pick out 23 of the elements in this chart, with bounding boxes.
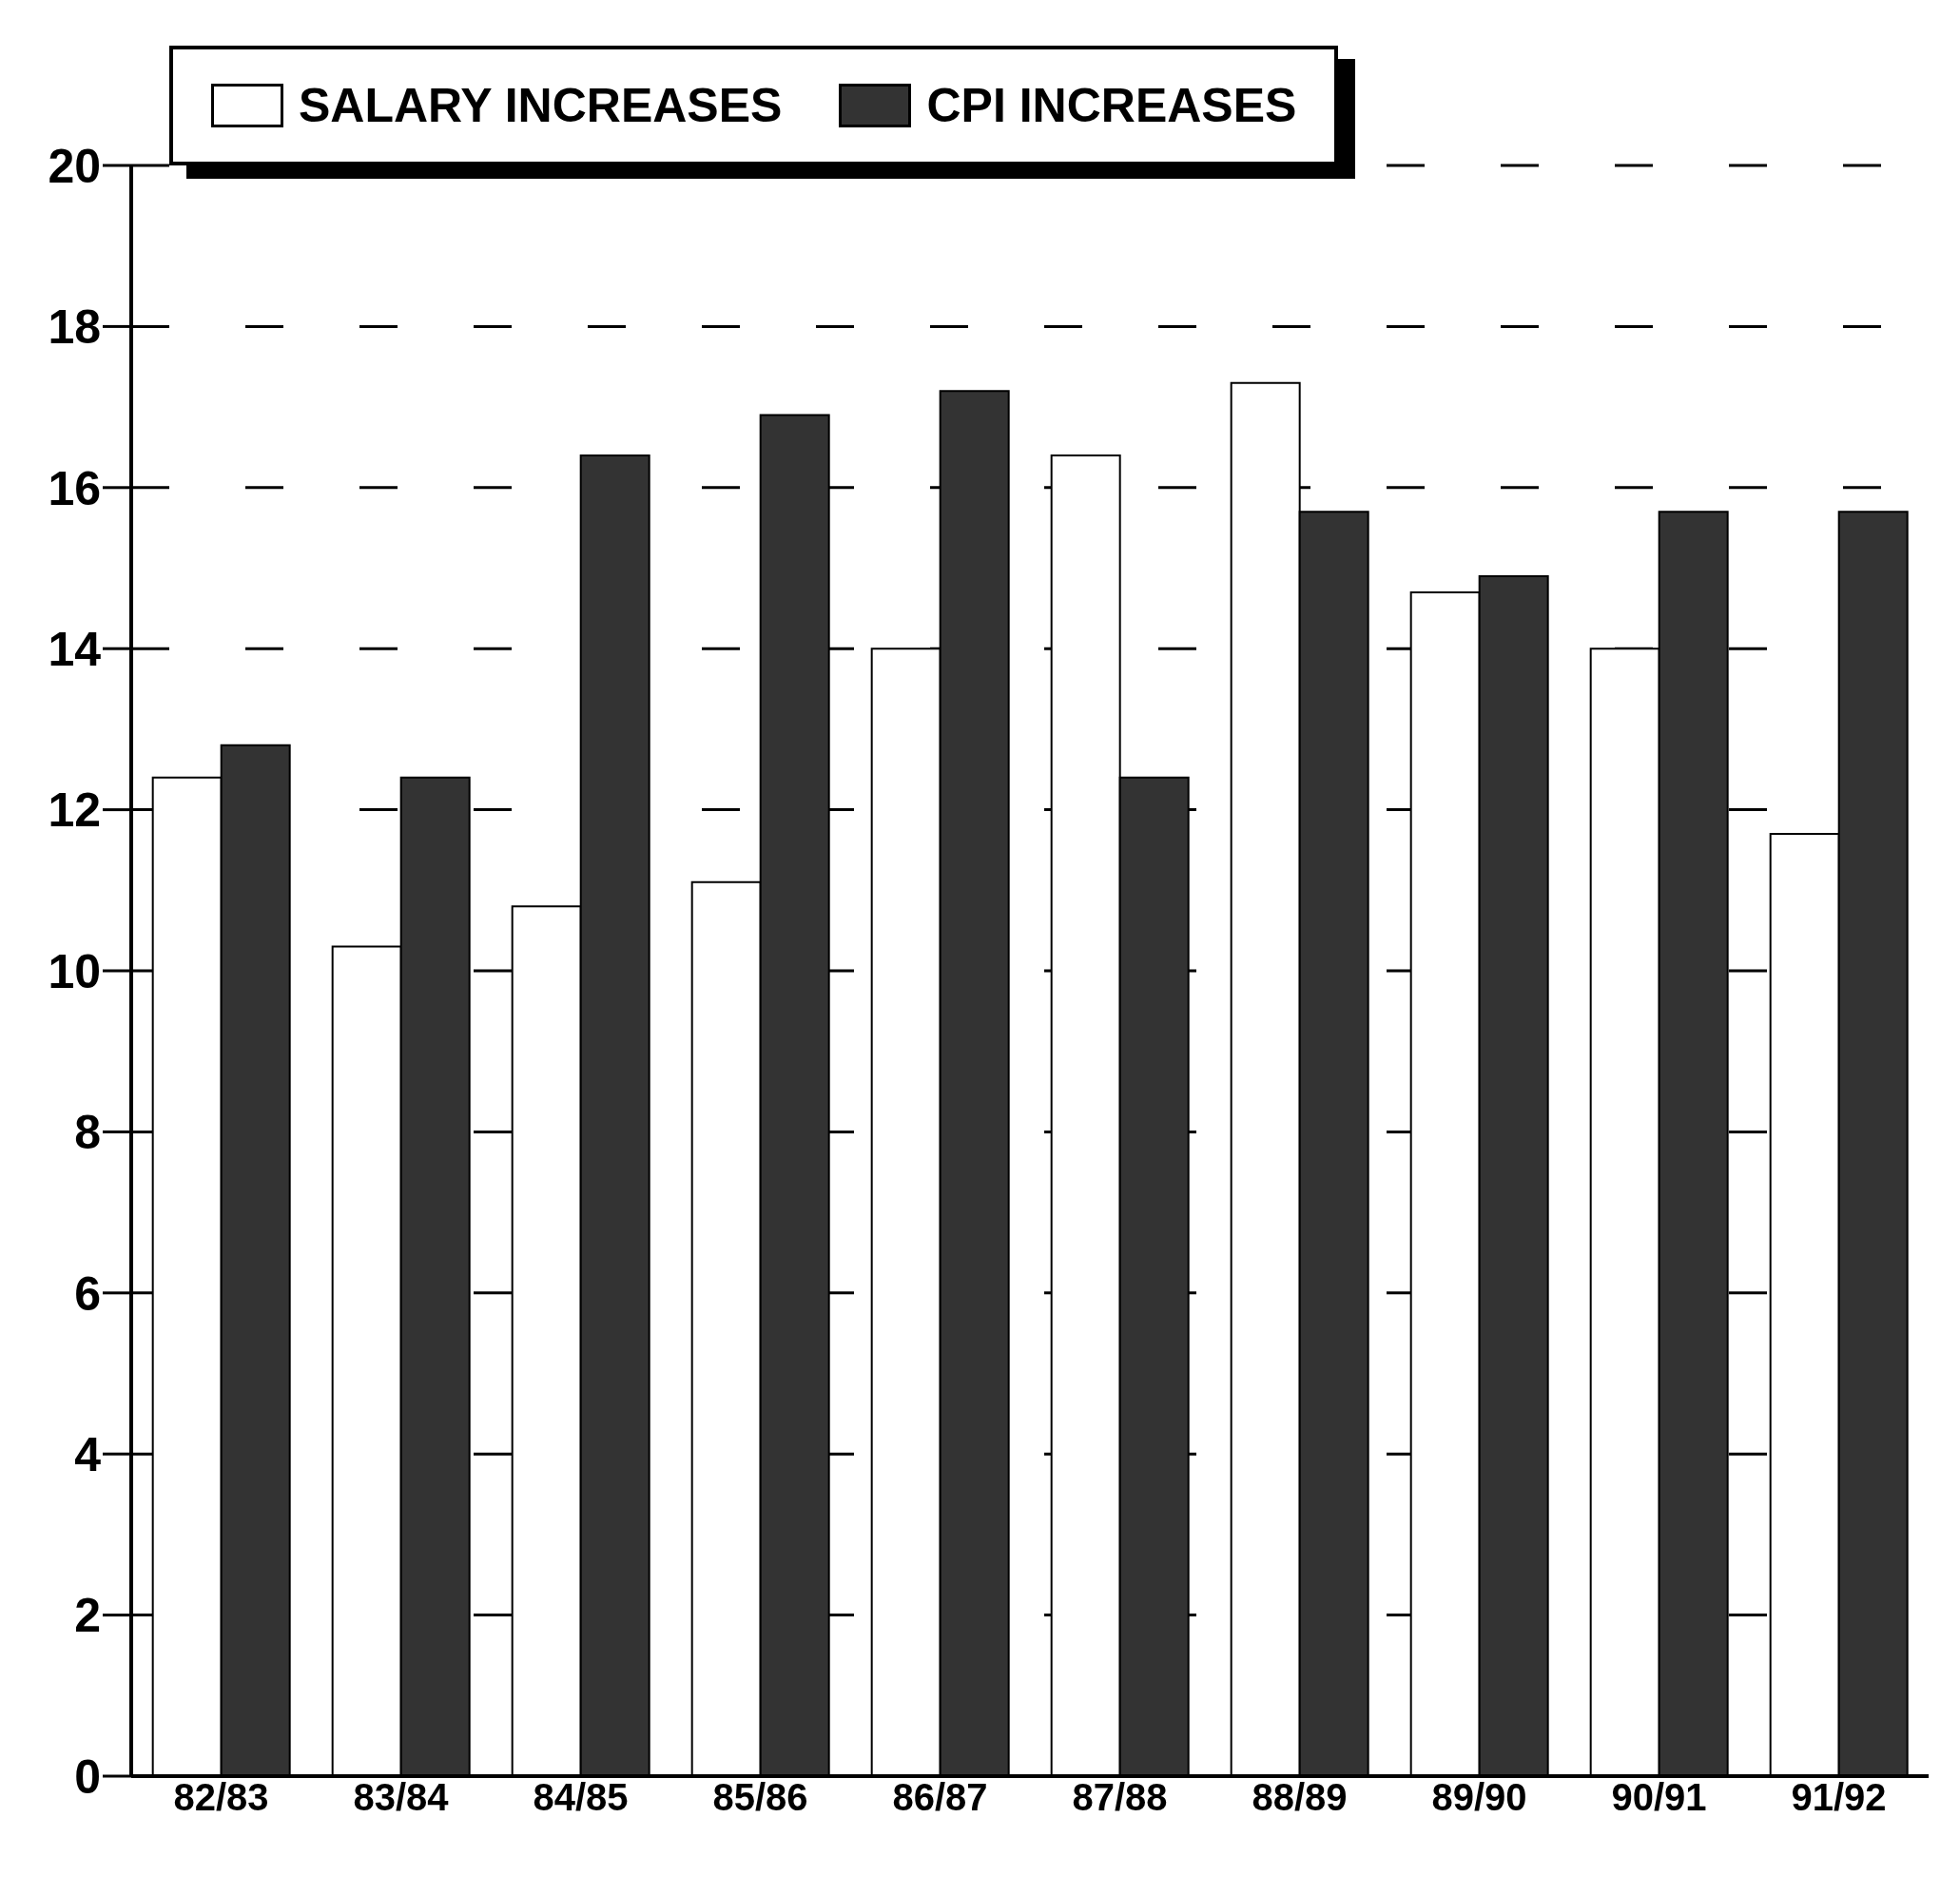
y-tick-label: 18: [48, 300, 101, 355]
y-tick-label: 16: [48, 461, 101, 515]
y-tick-label: 14: [48, 622, 102, 676]
y-tick-label: 8: [74, 1106, 101, 1160]
x-tick-label: 83/84: [353, 1776, 450, 1819]
y-tick-label: 12: [48, 783, 101, 838]
x-tick-label: 85/86: [712, 1776, 808, 1819]
legend-label: SALARY INCREASES: [299, 78, 783, 133]
y-tick-label: 0: [74, 1750, 101, 1804]
x-tick-label: 89/90: [1431, 1776, 1527, 1819]
x-tick-label: 88/89: [1252, 1776, 1348, 1819]
x-tick-label: 84/85: [533, 1776, 629, 1819]
y-tick-label: 6: [74, 1267, 101, 1321]
y-tick-label: 10: [48, 944, 101, 998]
legend-label: CPI INCREASES: [926, 78, 1297, 133]
y-tick-label: 4: [74, 1427, 102, 1481]
x-tick-label: 86/87: [892, 1776, 988, 1819]
x-tick-label: 91/92: [1791, 1776, 1887, 1819]
x-tick-label: 87/88: [1072, 1776, 1168, 1819]
y-tick-label: 20: [48, 139, 101, 193]
y-tick-label: 2: [74, 1589, 101, 1643]
x-tick-label: 82/83: [173, 1776, 269, 1819]
x-tick-label: 90/91: [1611, 1776, 1707, 1819]
